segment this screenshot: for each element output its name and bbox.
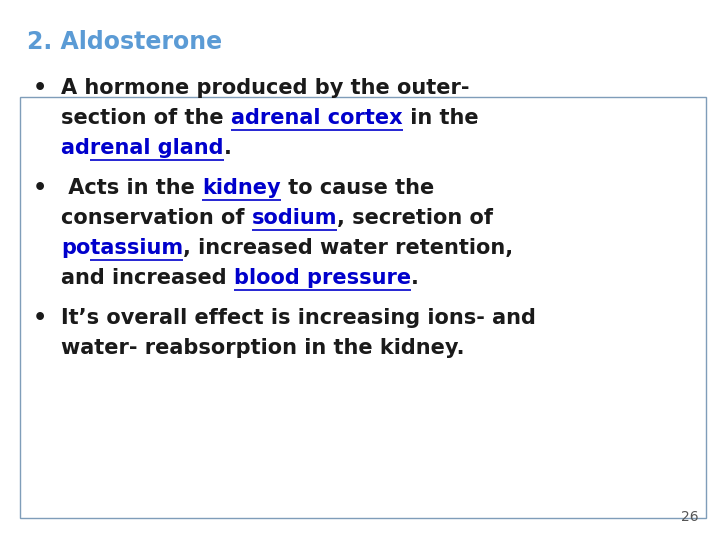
Text: potassium: potassium bbox=[61, 238, 184, 258]
Text: .: . bbox=[224, 138, 232, 158]
Text: adrenal gland: adrenal gland bbox=[61, 138, 224, 158]
Text: 2. Aldosterone: 2. Aldosterone bbox=[27, 30, 222, 53]
Text: A hormone produced by the outer-: A hormone produced by the outer- bbox=[61, 78, 469, 98]
Text: •: • bbox=[32, 308, 47, 328]
Text: .: . bbox=[411, 268, 419, 288]
Text: Acts in the: Acts in the bbox=[61, 178, 202, 198]
Text: It’s overall effect is increasing ions- and: It’s overall effect is increasing ions- … bbox=[61, 308, 536, 328]
Text: and increased: and increased bbox=[61, 268, 234, 288]
Text: adrenal cortex: adrenal cortex bbox=[231, 109, 402, 129]
Text: , increased water retention,: , increased water retention, bbox=[184, 238, 513, 258]
Text: blood pressure: blood pressure bbox=[234, 268, 411, 288]
Text: , secretion of: , secretion of bbox=[338, 208, 493, 228]
Text: conservation of: conservation of bbox=[61, 208, 252, 228]
Text: •: • bbox=[32, 178, 47, 198]
Text: water- reabsorption in the kidney.: water- reabsorption in the kidney. bbox=[61, 338, 464, 359]
Text: section of the: section of the bbox=[61, 109, 231, 129]
Text: •: • bbox=[32, 78, 47, 98]
Text: to cause the: to cause the bbox=[281, 178, 434, 198]
Text: 26: 26 bbox=[681, 510, 698, 524]
Text: kidney: kidney bbox=[202, 178, 281, 198]
Text: sodium: sodium bbox=[252, 208, 338, 228]
Text: in the: in the bbox=[402, 109, 478, 129]
